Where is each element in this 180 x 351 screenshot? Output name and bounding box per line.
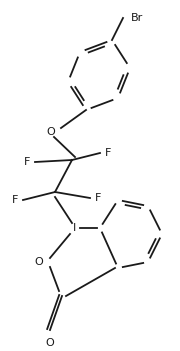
Text: O: O	[46, 127, 55, 137]
Text: F: F	[95, 193, 101, 203]
Text: Br: Br	[131, 13, 143, 23]
Text: O: O	[46, 338, 54, 348]
Text: O: O	[34, 257, 43, 267]
Text: F: F	[12, 195, 18, 205]
Text: I: I	[73, 223, 77, 233]
Text: F: F	[24, 157, 30, 167]
Text: F: F	[105, 148, 111, 158]
